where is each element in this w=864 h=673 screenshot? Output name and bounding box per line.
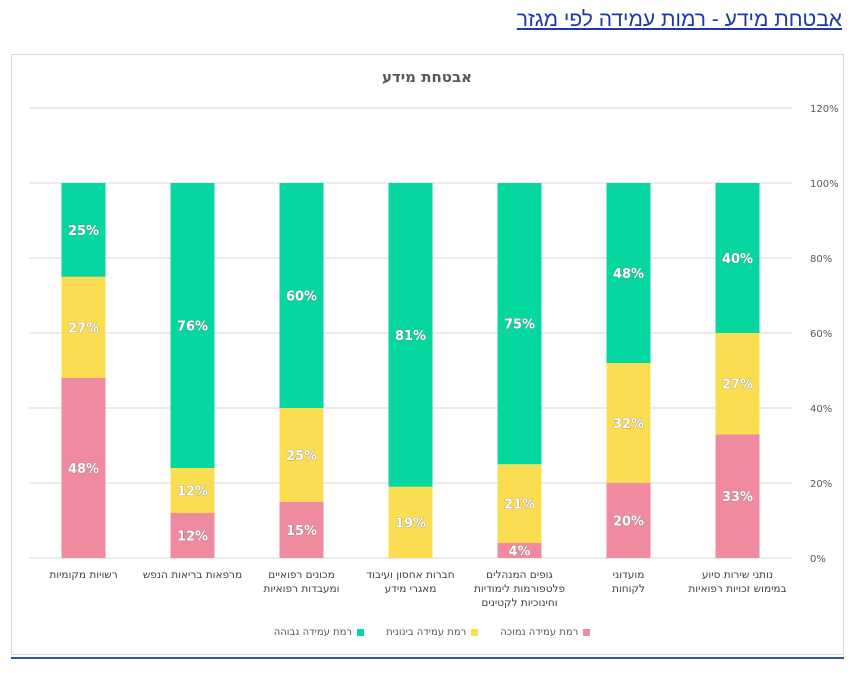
bar-segment xyxy=(170,183,215,468)
y-tick-label: 40% xyxy=(810,404,832,415)
category-label: רשויות מקומיות xyxy=(49,569,117,581)
y-tick-label: 60% xyxy=(810,329,832,340)
bar-segment xyxy=(715,183,760,333)
data-label: 33% xyxy=(722,490,753,505)
legend-label: רמת עמידה גבוהה xyxy=(273,627,353,638)
bar-segment xyxy=(715,434,760,558)
category-label: במימוש זכויות רפואיות xyxy=(688,583,786,595)
bar-segment xyxy=(606,183,651,363)
bottom-divider xyxy=(11,657,844,659)
bar-segment xyxy=(61,183,106,277)
bar-segment xyxy=(497,543,542,558)
bar-segment xyxy=(61,276,106,378)
bar-segment xyxy=(497,183,542,465)
data-label: 60% xyxy=(286,290,317,305)
category-label: מכונים רפואיים xyxy=(268,569,334,581)
data-label: 27% xyxy=(68,321,99,336)
y-tick-label: 80% xyxy=(810,254,832,265)
bar-segment xyxy=(497,464,542,543)
category-label: ומעבדות רפואיות xyxy=(264,583,340,595)
data-label: 12% xyxy=(177,530,208,545)
y-tick-label: 20% xyxy=(810,479,832,490)
legend-swatch xyxy=(471,629,479,636)
bar-segment xyxy=(170,468,215,513)
data-label: 25% xyxy=(68,224,99,239)
y-tick-label: 0% xyxy=(810,554,826,565)
legend-item: רמת עמידה גבוהה xyxy=(273,627,365,638)
category-label: נותני שירות סיוע xyxy=(702,569,773,581)
data-label: 81% xyxy=(395,329,426,344)
legend-item: רמת עמידה בינונית xyxy=(386,627,479,638)
bar-segment xyxy=(279,408,324,502)
data-label: 76% xyxy=(177,320,208,335)
bar-segment xyxy=(388,183,433,487)
category-label: מאגרי מידע xyxy=(385,583,437,595)
legend-swatch xyxy=(357,629,365,636)
stacked-bar-chart: אבטחת מידע 0% 20% 40% 60% 80% 100% 120% 48% 27% 25… xyxy=(29,68,839,609)
legend-swatch xyxy=(583,629,591,636)
data-label: 15% xyxy=(286,524,317,539)
data-label: 25% xyxy=(286,449,317,464)
chart-area: אבטחת מידע 0% 20% 40% 60% 80% 100% 120% 48% 27% 25… xyxy=(11,54,844,655)
data-label: 48% xyxy=(613,267,644,282)
data-label: 48% xyxy=(68,462,99,477)
legend-label: רמת עמידה בינונית xyxy=(386,627,467,638)
chart-legend: רמת עמידה נמוכה רמת עמידה בינונית רמת עמיד… xyxy=(0,627,864,638)
data-label: 21% xyxy=(504,498,535,513)
category-label: לקוחות xyxy=(612,583,645,595)
data-label: 12% xyxy=(177,485,208,500)
data-label: 4% xyxy=(508,545,530,560)
data-label: 19% xyxy=(395,516,426,531)
y-tick-label: 120% xyxy=(810,104,839,115)
data-label: 40% xyxy=(722,252,753,267)
category-label: חברות אחסון ועיבוד xyxy=(366,569,454,581)
data-label: 27% xyxy=(722,378,753,393)
category-label: פלטפורמות לימודיות xyxy=(474,583,565,595)
bar-segment xyxy=(61,378,106,558)
legend-item: רמת עמידה נמוכה xyxy=(500,627,591,638)
category-label: מועדוני xyxy=(613,569,645,581)
category-label: וחינוכיות לקטינים xyxy=(481,597,557,609)
bar-segment xyxy=(606,483,651,558)
bar-segment xyxy=(388,486,433,558)
bar-segment xyxy=(279,501,324,558)
legend-label: רמת עמידה נמוכה xyxy=(500,627,579,638)
bar-segment xyxy=(170,513,215,558)
chart-title: אבטחת מידע xyxy=(382,68,472,86)
data-label: 75% xyxy=(504,318,535,333)
bar-segment xyxy=(715,333,760,435)
bar-segment xyxy=(606,363,651,483)
category-label: מרפאות בריאות הנפש xyxy=(143,569,242,581)
y-tick-label: 100% xyxy=(810,179,839,190)
bar-segment xyxy=(279,183,324,408)
data-label: 32% xyxy=(613,417,644,432)
category-label: גופים המנהלים xyxy=(486,569,553,581)
page-heading: אבטחת מידע - רמות עמידה לפי מגזר xyxy=(516,8,842,31)
data-label: 20% xyxy=(613,515,644,530)
